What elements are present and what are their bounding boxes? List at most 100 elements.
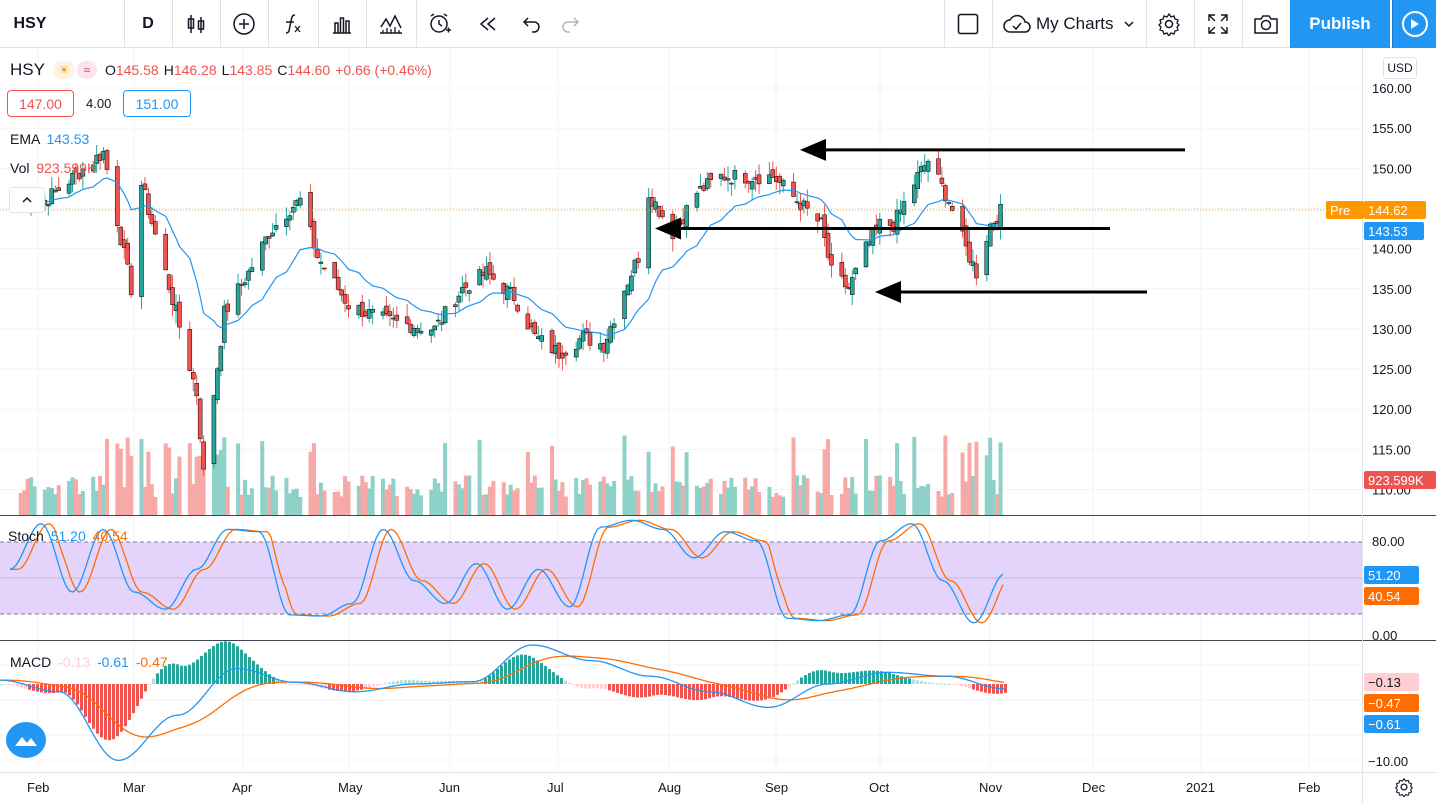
macd-hist-bar — [28, 684, 31, 690]
replay-icon[interactable] — [466, 0, 510, 48]
macd-hist-bar — [852, 672, 855, 684]
volume-bar — [719, 493, 724, 515]
macd-hist-bar — [108, 684, 111, 741]
volume-bar — [236, 443, 241, 515]
macd-hist-bar — [60, 684, 63, 693]
candle-body — [218, 346, 224, 372]
candle-body — [491, 273, 496, 280]
macd-hist-bar — [176, 664, 179, 684]
ema-value-tag: 143.53 — [1368, 224, 1408, 239]
macd-hist-bar — [88, 684, 91, 724]
macd-hist-bar — [312, 684, 315, 687]
candle-body — [394, 314, 400, 321]
volume-bars — [18, 435, 1003, 515]
macd-hist-bar — [772, 684, 775, 697]
templates-icon[interactable] — [368, 0, 414, 48]
volume-bar — [774, 492, 779, 515]
ema-legend[interactable]: EMA 143.53 — [10, 131, 89, 147]
ema-value-tag-bg — [1364, 222, 1424, 240]
candle-body — [915, 172, 920, 189]
candle-body — [912, 184, 917, 204]
high-label: H — [163, 62, 174, 78]
legend-symbol[interactable]: HSY — [10, 60, 45, 79]
volume-bar — [922, 486, 927, 515]
volume-bar — [936, 491, 941, 515]
layout-square-icon[interactable] — [946, 0, 990, 48]
macd-hist-bar — [192, 662, 195, 684]
volume-bar — [118, 448, 123, 515]
low-value: 143.85 — [229, 62, 273, 78]
volume-bar — [149, 484, 154, 515]
vol-legend[interactable]: Vol 923.599K — [10, 160, 96, 176]
time-axis-settings-icon[interactable] — [1392, 775, 1416, 799]
macd-legend[interactable]: MACD -0.13 -0.61 -0.47 — [10, 654, 168, 670]
candle-body — [104, 150, 110, 170]
macd-hist-bar — [880, 671, 883, 684]
volume-bar — [964, 481, 969, 515]
volume-bar — [877, 475, 882, 515]
candle-body — [815, 213, 820, 222]
fullscreen-icon[interactable] — [1196, 0, 1240, 48]
interval-button[interactable]: D — [142, 15, 154, 32]
vol-value-tag: 923.599K — [1368, 473, 1424, 488]
usd-currency-button[interactable]: USD — [1383, 57, 1417, 79]
macd-hist-bar — [400, 680, 403, 684]
candle-body — [780, 179, 786, 187]
settings-gear-icon[interactable] — [1148, 0, 1190, 48]
volume-bar — [436, 483, 441, 515]
volume-bar — [91, 476, 96, 515]
indicators-fx-icon[interactable] — [270, 0, 316, 48]
market-status-icon: ☀ — [52, 61, 75, 79]
macd-signal-line — [0, 655, 1005, 738]
macd-hist-bar — [624, 684, 627, 696]
macd-hist-bar — [268, 674, 271, 684]
tradingview-logo[interactable] — [6, 722, 46, 758]
snapshot-camera-icon[interactable] — [1244, 0, 1288, 48]
candle-body — [853, 267, 858, 275]
compare-add-icon[interactable] — [222, 0, 266, 48]
stoch-legend[interactable]: Stoch 51.20 40.54 — [8, 528, 128, 544]
undo-icon[interactable] — [512, 0, 552, 48]
candle-body — [694, 192, 700, 208]
vol-value: 923.599K — [36, 160, 97, 176]
buy-button[interactable]: 151.00 — [123, 90, 191, 117]
macd-hist-bar — [252, 660, 255, 684]
macd-hist-bar — [584, 684, 587, 689]
candle-body — [170, 287, 175, 306]
macd-hist-bar — [68, 684, 71, 696]
time-tick-label: Sep — [765, 780, 788, 795]
volume-bar — [984, 455, 989, 515]
candle-body — [805, 201, 810, 209]
macd-hist-bar — [128, 684, 131, 720]
collapse-legend-button[interactable] — [9, 187, 45, 213]
drawn-arrows — [655, 138, 1185, 303]
macd-hist-bar — [120, 684, 123, 732]
volume-bar — [632, 490, 637, 515]
play-video-button[interactable] — [1392, 0, 1436, 48]
macd-hist-bar — [80, 684, 83, 711]
macd-hist-bar — [680, 684, 683, 699]
price-tick-label: 160.00 — [1372, 81, 1412, 96]
macd-hist-bar — [616, 684, 619, 693]
redo-icon[interactable] — [550, 0, 590, 48]
financials-icon[interactable] — [320, 0, 364, 48]
macd-hist-bar — [620, 684, 623, 695]
volume-bar — [657, 491, 661, 515]
volume-bar — [974, 441, 979, 515]
candle-body — [718, 173, 724, 179]
symbol-search-button[interactable]: HSY — [13, 15, 47, 32]
candles-icon[interactable] — [174, 0, 218, 48]
publish-button[interactable]: Publish — [1290, 0, 1390, 48]
candle-body — [843, 274, 848, 288]
volume-bar — [625, 479, 630, 515]
stoch-d-value: 40.54 — [92, 528, 128, 544]
volume-bar — [405, 486, 410, 515]
macd-hist-bar — [228, 641, 231, 684]
volume-bar — [726, 487, 730, 515]
stoch-k-line — [9, 519, 1004, 624]
volume-bar — [22, 490, 27, 515]
sell-button[interactable]: 147.00 — [7, 90, 74, 117]
alert-clock-icon[interactable] — [418, 0, 462, 48]
my-charts-button[interactable]: My Charts — [994, 0, 1144, 48]
